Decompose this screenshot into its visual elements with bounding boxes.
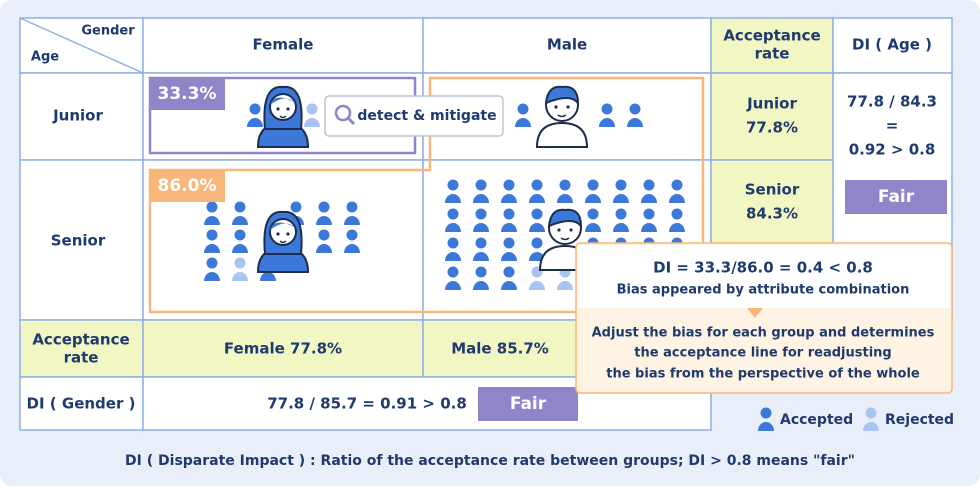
callout — [575, 242, 953, 394]
header-male: Male — [547, 36, 587, 54]
footnote: DI ( Disparate Impact ) : Ratio of the a… — [125, 453, 855, 469]
rate-label-box — [150, 170, 225, 202]
junior-female-rate: 33.3% — [158, 84, 217, 104]
senior-group-outline — [148, 76, 705, 314]
detect-button[interactable]: detect & mitigate — [324, 95, 504, 137]
acceptance-row-label: rate — [64, 349, 99, 367]
acceptance-row-label: Acceptance — [32, 331, 129, 349]
detect-text[interactable]: detect & mitigate — [357, 108, 496, 124]
di-age-line: 0.92 > 0.8 — [849, 141, 936, 159]
header-di-age: DI ( Age ) — [852, 36, 932, 54]
callout-subtitle: Bias appeared by attribute combination — [617, 283, 910, 298]
rate-label-box — [150, 78, 225, 110]
callout-body: the acceptance line for readjusting — [634, 346, 891, 361]
header-acceptance: Acceptance — [723, 27, 820, 45]
senior-rate: 86.0% — [158, 176, 217, 196]
legend-accepted: Accepted — [780, 412, 853, 428]
fair-text: Fair — [878, 187, 915, 207]
fair-badge — [845, 180, 947, 214]
acceptance-senior: 84.3% — [746, 205, 798, 223]
header-gender: Gender — [81, 24, 135, 39]
acceptance-junior: Junior — [746, 95, 797, 113]
callout-body: Adjust the bias for each group and deter… — [592, 326, 935, 341]
di-age-line: = — [886, 117, 899, 135]
acceptance-male: Male 85.7% — [451, 340, 549, 358]
fair-text: Fair — [510, 394, 547, 414]
acceptance-female: Female 77.8% — [224, 340, 342, 358]
acceptance-junior: 77.8% — [746, 119, 798, 137]
callout-body: the bias from the perspective of the who… — [606, 367, 920, 382]
fair-badge — [478, 387, 578, 421]
callout-formula: DI = 33.3/86.0 = 0.4 < 0.8 — [653, 259, 873, 277]
di-gender-label: DI ( Gender ) — [27, 395, 136, 413]
header-female: Female — [253, 36, 314, 54]
acceptance-senior: Senior — [745, 181, 800, 199]
row-junior: Junior — [52, 107, 103, 125]
di-gender-formula: 77.8 / 85.7 = 0.91 > 0.8 — [267, 395, 467, 413]
di-age-line: 77.8 / 84.3 — [847, 93, 937, 111]
row-senior: Senior — [51, 232, 106, 250]
header-age: Age — [31, 50, 59, 65]
header-acceptance: rate — [755, 45, 790, 63]
legend-rejected: Rejected — [885, 412, 954, 428]
